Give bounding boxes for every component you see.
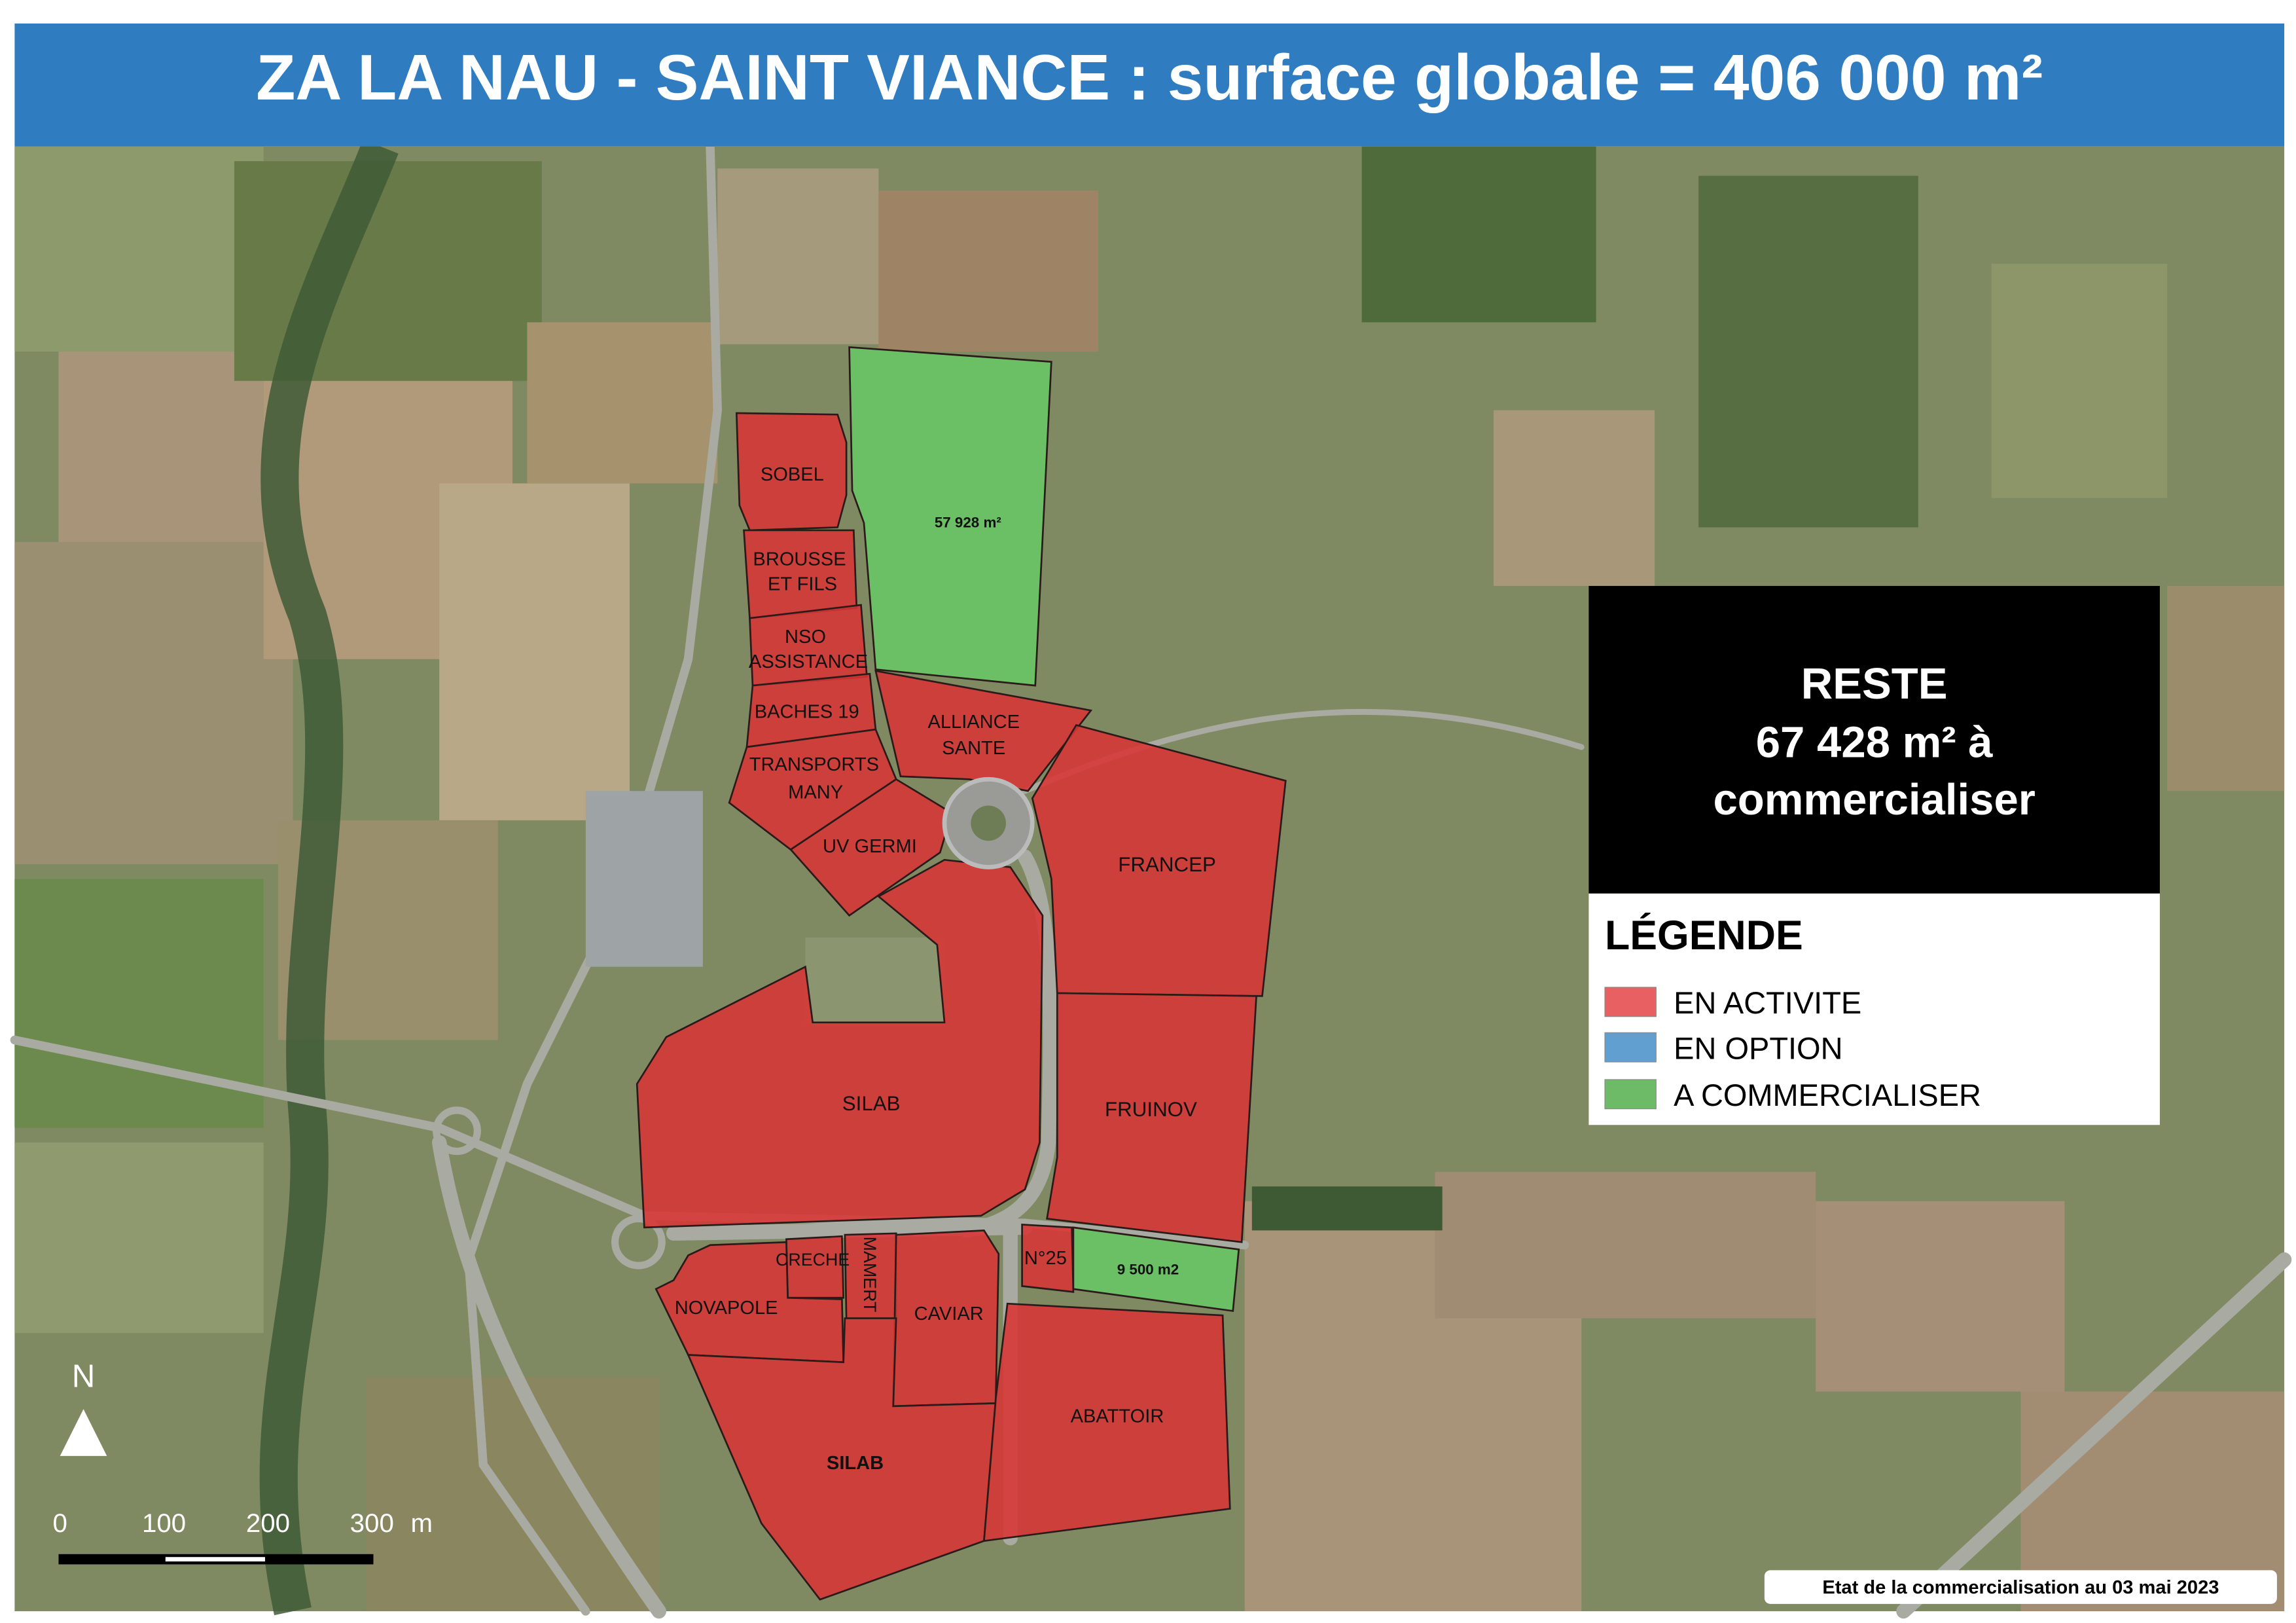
north-label: N [72, 1359, 96, 1395]
parcel-green-south[interactable] [1072, 1226, 1240, 1312]
title-bar [14, 23, 2285, 147]
scale-tick-0: 0 [53, 1508, 67, 1538]
north-arrow-icon [60, 1409, 107, 1456]
label-uv-germi: UV GERMI [823, 836, 917, 857]
legend: LÉGENDE EN ACTIVITE EN OPTION A COMMERCI… [1588, 893, 2160, 1125]
label-silab-middle: SILAB [842, 1092, 901, 1115]
parcels [636, 346, 1287, 1601]
parcel-fruinov[interactable] [1046, 992, 1257, 1243]
label-alliance-1: ALLIANCE [927, 712, 1020, 733]
parcel-francep[interactable] [1031, 723, 1287, 997]
summary-line3: commercialiser [1713, 775, 2035, 824]
footer-status-date: Etat de la commercialisation au 03 mai 2… [1822, 1577, 2219, 1598]
parcel-silab-middle[interactable] [636, 858, 1044, 1229]
scale-bar: 0 100 200 300 m [53, 1508, 433, 1565]
label-novapole: NOVAPOLE [675, 1298, 778, 1319]
footer-box [1764, 1570, 2277, 1604]
label-brousse-1: BROUSSE [753, 549, 846, 570]
label-alliance-2: SANTE [942, 738, 1005, 759]
label-nso-1: NSO [785, 627, 826, 647]
legend-swatch-activite [1604, 987, 1657, 1017]
summary-line2: 67 428 m² à [1756, 718, 1994, 767]
label-caviar: CAVIAR [914, 1304, 984, 1324]
label-baches: BACHES 19 [755, 701, 859, 722]
label-nso-2: ASSISTANCE [749, 651, 868, 672]
label-sobel: SOBEL [761, 464, 824, 485]
label-brousse-2: ET FILS [768, 574, 837, 595]
label-silab-bottom: SILAB [827, 1453, 884, 1474]
parcel-labels: SOBEL BROUSSE ET FILS NSO ASSISTANCE BAC… [675, 464, 1216, 1474]
legend-swatch-commercialiser [1604, 1079, 1657, 1110]
label-abattoir: ABATTOIR [1071, 1406, 1164, 1427]
parcel-sobel[interactable] [735, 412, 848, 532]
page-title: ZA LA NAU - SAINT VIANCE : surface globa… [256, 41, 2043, 113]
scale-unit: m [411, 1508, 433, 1538]
parcel-silab-bottom[interactable] [687, 1317, 997, 1601]
parcel-abattoir[interactable] [982, 1302, 1231, 1542]
label-green-north: 57 928 m² [935, 514, 1001, 530]
scale-tick-100: 100 [142, 1508, 186, 1538]
legend-label-option: EN OPTION [1674, 1031, 1842, 1066]
parcel-n25[interactable] [1021, 1223, 1075, 1293]
parcel-green-north[interactable] [848, 346, 1052, 687]
label-francep: FRANCEP [1118, 853, 1216, 876]
scale-tick-200: 200 [246, 1508, 290, 1538]
label-mamert: MAMERT [860, 1237, 880, 1313]
summary-box [1588, 585, 2160, 894]
scale-tick-300: 300 [350, 1508, 394, 1538]
legend-swatch-option [1604, 1032, 1657, 1063]
legend-title: LÉGENDE [1605, 913, 1803, 958]
summary-line1: RESTE [1801, 659, 1948, 708]
label-n25: N°25 [1024, 1248, 1067, 1269]
label-green-south: 9 500 m2 [1117, 1261, 1179, 1277]
legend-label-commercialiser: A COMMERCIALISER [1674, 1078, 1981, 1112]
label-fruinov: FRUINOV [1105, 1098, 1197, 1121]
label-transports-2: MANY [788, 782, 843, 803]
label-transports-1: TRANSPORTS [749, 754, 879, 775]
label-creche: CRECHE [776, 1250, 850, 1269]
legend-label-activite: EN ACTIVITE [1674, 985, 1861, 1020]
